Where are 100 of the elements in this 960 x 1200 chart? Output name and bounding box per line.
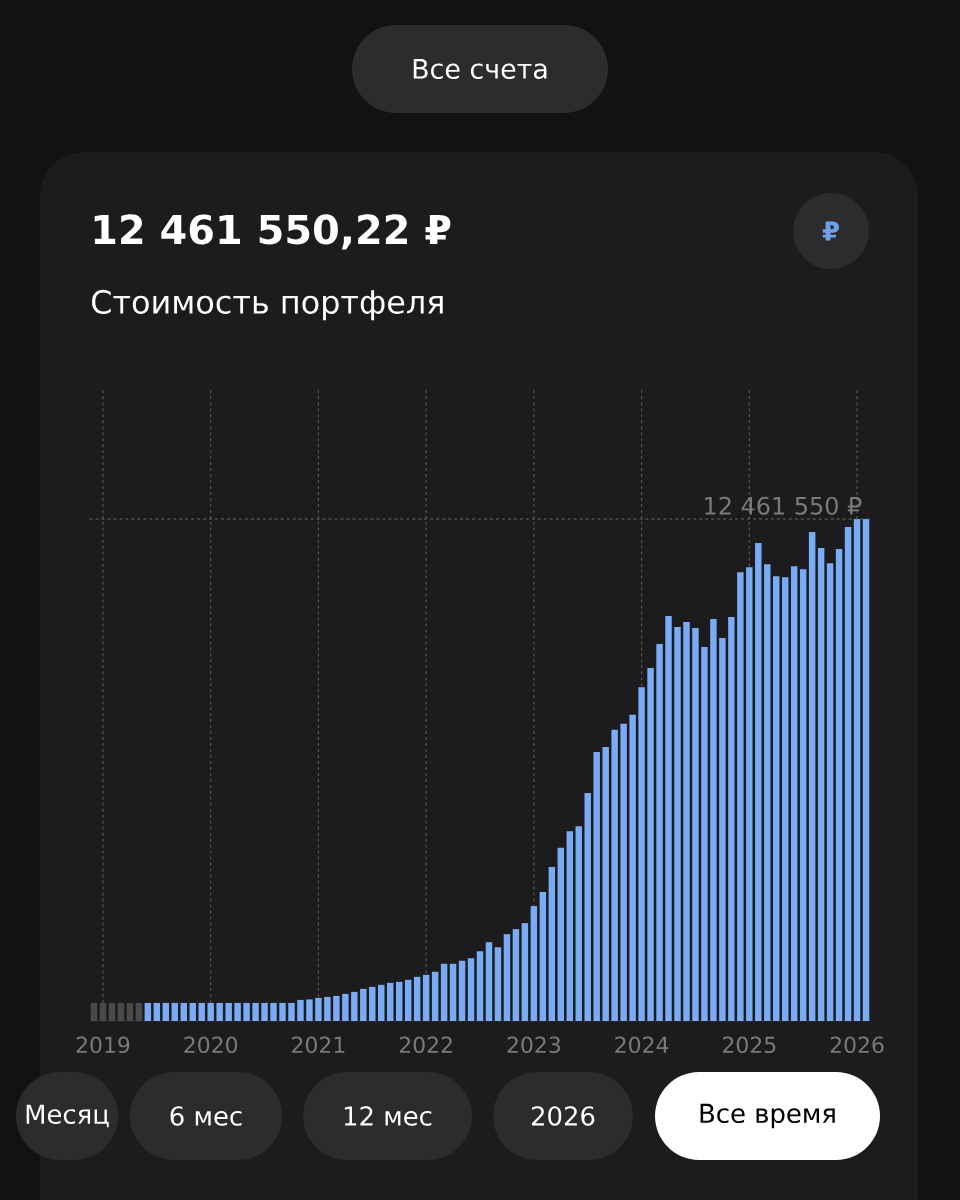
bar xyxy=(351,991,358,1021)
bar xyxy=(817,548,825,1021)
bar xyxy=(566,831,574,1021)
bar xyxy=(647,668,654,1021)
bar xyxy=(467,958,475,1021)
bar xyxy=(378,984,385,1021)
bar xyxy=(674,626,681,1021)
bar xyxy=(781,577,789,1021)
bar xyxy=(494,947,502,1021)
x-tick-label: 2023 xyxy=(507,1036,560,1054)
bar xyxy=(692,627,699,1021)
bar xyxy=(90,1002,98,1021)
bar xyxy=(369,986,376,1021)
bar xyxy=(790,566,798,1021)
bar xyxy=(261,1002,268,1021)
x-tick-label: 2019 xyxy=(76,1036,130,1054)
bar xyxy=(243,1002,250,1021)
bar xyxy=(153,1002,161,1021)
bar xyxy=(279,1002,286,1021)
text: 12 мес xyxy=(344,1106,432,1126)
bar xyxy=(108,1002,116,1021)
bar xyxy=(387,982,394,1021)
bar xyxy=(665,615,672,1021)
bar xyxy=(333,995,340,1021)
bar xyxy=(252,1002,259,1021)
bar xyxy=(404,979,412,1021)
bar xyxy=(270,1002,277,1021)
x-tick-label: 2021 xyxy=(292,1036,345,1054)
bar xyxy=(440,963,448,1021)
bar xyxy=(207,1002,214,1021)
bar xyxy=(710,618,717,1021)
bar xyxy=(135,1002,143,1021)
bar xyxy=(584,793,591,1021)
bar xyxy=(593,751,600,1021)
bar xyxy=(431,971,439,1021)
bar xyxy=(449,963,457,1021)
x-tick-label: 2022 xyxy=(399,1036,452,1054)
bar xyxy=(728,616,735,1021)
bar xyxy=(189,1002,196,1021)
bar xyxy=(575,826,582,1021)
bar xyxy=(746,567,753,1021)
x-tick-label: 2024 xyxy=(615,1036,669,1054)
x-tick-label: 2020 xyxy=(184,1036,238,1054)
bar xyxy=(557,847,565,1021)
bar xyxy=(476,951,484,1021)
bar xyxy=(171,1002,179,1021)
bar xyxy=(629,714,636,1021)
bar xyxy=(719,637,726,1021)
bar xyxy=(611,729,618,1021)
bar xyxy=(144,1002,152,1021)
bar xyxy=(799,569,807,1021)
chart-subtitle: Стоимость портфеля xyxy=(92,289,443,321)
bar xyxy=(548,866,556,1021)
bar xyxy=(764,564,771,1021)
bar xyxy=(117,1002,125,1021)
bar xyxy=(306,999,313,1021)
bar xyxy=(126,1002,134,1021)
bar xyxy=(342,993,349,1021)
bar xyxy=(683,621,690,1021)
bar xyxy=(234,1002,241,1021)
bar xyxy=(458,960,466,1021)
x-tick-label: 2026 xyxy=(830,1036,884,1054)
x-tick-label: 2025 xyxy=(723,1036,776,1054)
text: Месяц xyxy=(26,1104,109,1128)
bar xyxy=(216,1002,223,1021)
bar xyxy=(162,1002,170,1021)
bar xyxy=(288,1002,295,1021)
bar xyxy=(530,906,538,1021)
bar xyxy=(198,1002,205,1021)
bar xyxy=(180,1002,187,1021)
bar xyxy=(503,934,511,1021)
bar xyxy=(835,549,843,1021)
bar xyxy=(485,942,493,1021)
text: Все счета xyxy=(413,58,547,79)
bar xyxy=(737,572,744,1021)
text: 2026 xyxy=(531,1106,595,1126)
bar xyxy=(755,543,762,1021)
bar xyxy=(225,1002,232,1021)
bar xyxy=(638,687,645,1021)
bar xyxy=(701,647,708,1021)
bar xyxy=(826,563,834,1021)
bar xyxy=(512,929,520,1021)
bar xyxy=(862,518,870,1021)
text: ₽ xyxy=(822,221,839,241)
bar xyxy=(620,723,627,1021)
text: Все время xyxy=(700,1103,835,1129)
bar xyxy=(844,527,852,1021)
bar xyxy=(315,997,322,1021)
bar xyxy=(422,974,430,1021)
bar xyxy=(773,576,780,1021)
bar xyxy=(808,532,816,1021)
bar xyxy=(297,999,304,1021)
bar xyxy=(413,976,421,1021)
ref-line-label: 12 461 550 ₽ xyxy=(705,496,862,515)
bar xyxy=(324,996,331,1021)
bar xyxy=(360,988,367,1021)
bar xyxy=(602,746,609,1021)
bar xyxy=(395,981,403,1021)
bar xyxy=(656,643,663,1021)
bar xyxy=(539,891,547,1021)
